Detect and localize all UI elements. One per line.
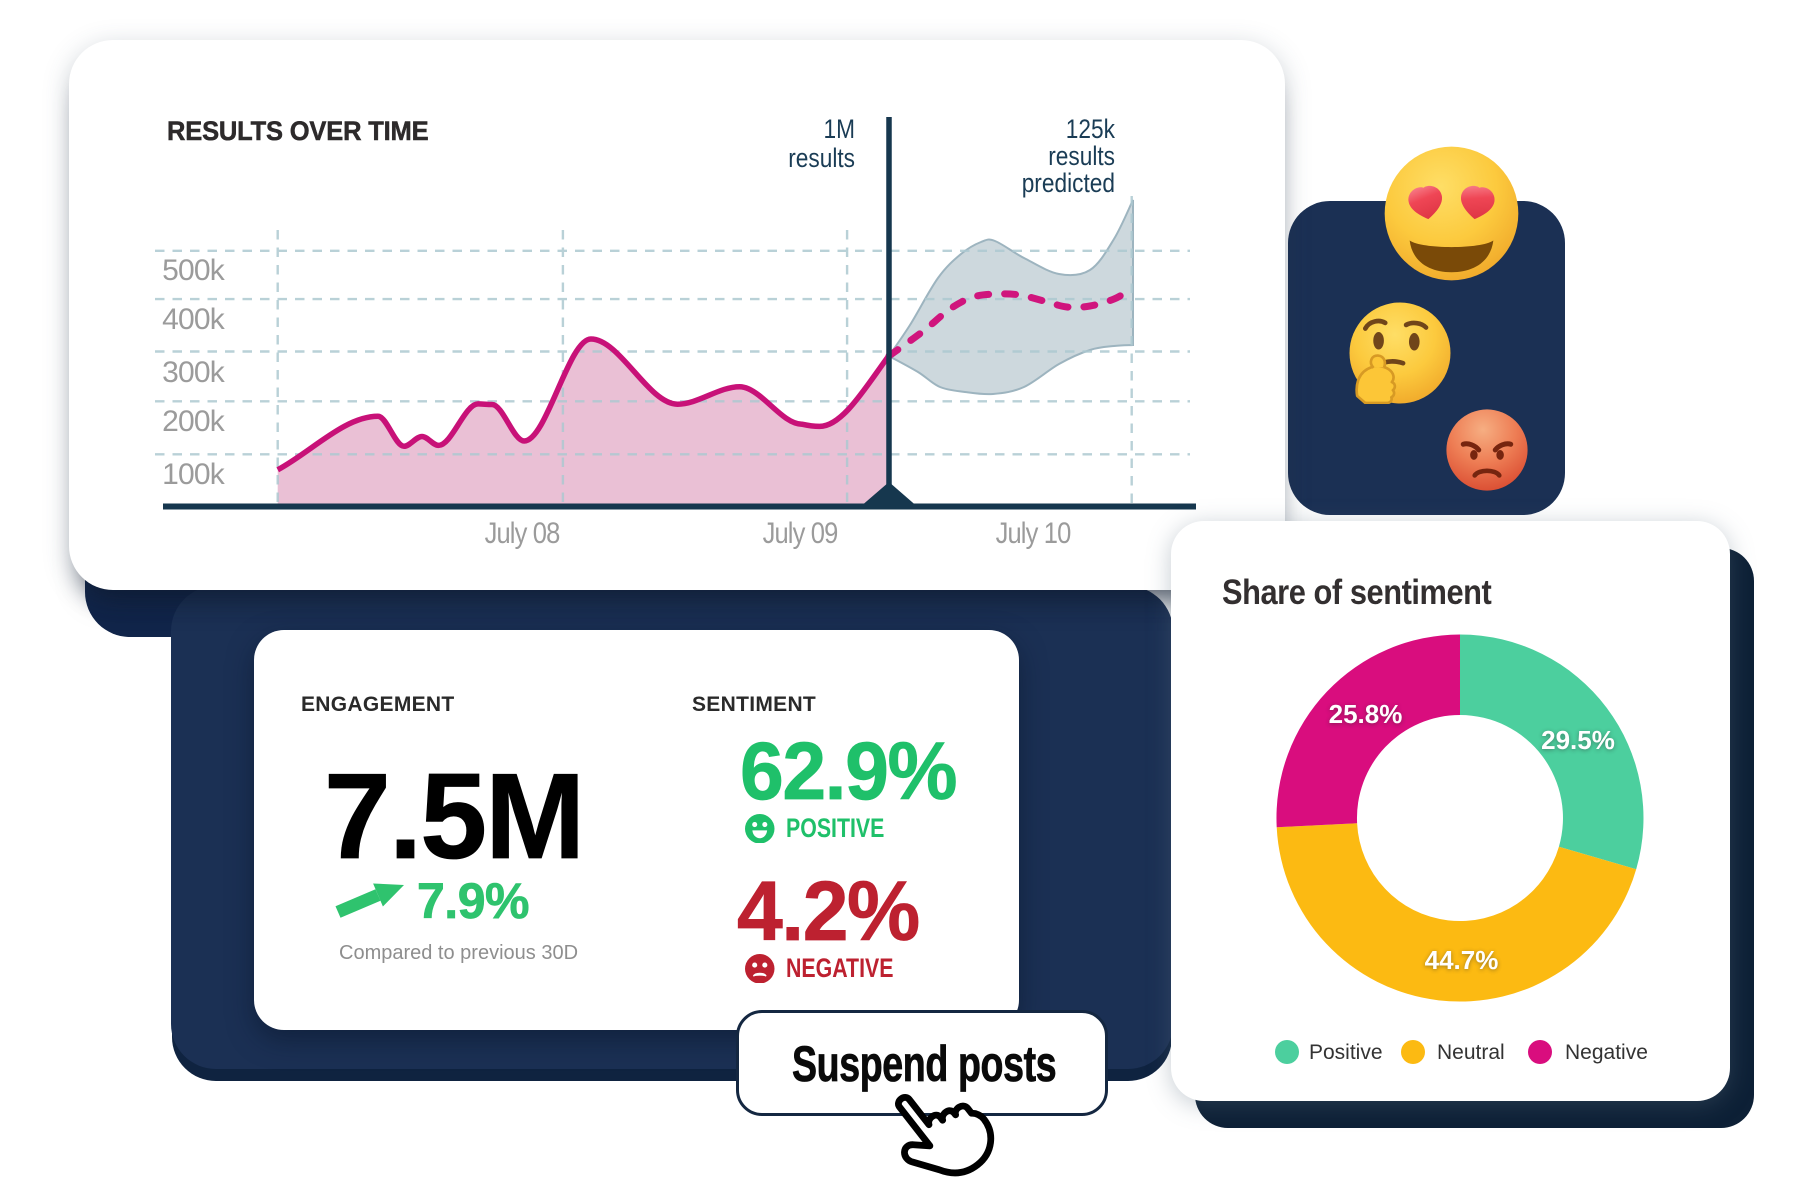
svg-text:Neutral: Neutral — [1437, 1041, 1505, 1064]
svg-text:44.7%: 44.7% — [1425, 945, 1499, 975]
svg-text:Negative: Negative — [1565, 1041, 1648, 1064]
svg-text:29.5%: 29.5% — [1541, 725, 1615, 755]
svg-text:Positive: Positive — [1309, 1041, 1383, 1064]
svg-text:25.8%: 25.8% — [1329, 699, 1403, 729]
